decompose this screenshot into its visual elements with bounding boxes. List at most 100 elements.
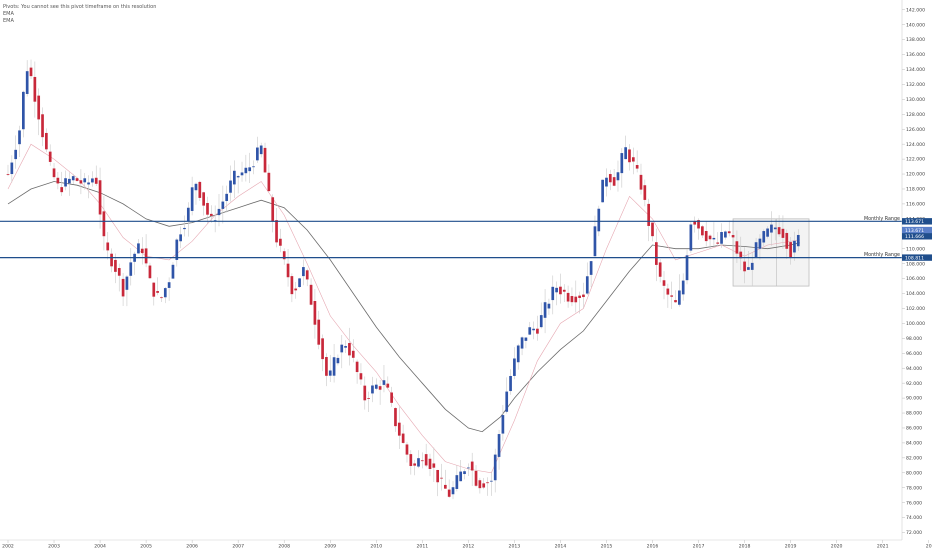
price-axis[interactable]: 142.000 140.000 138.000 136.000 134.000 132.0… xyxy=(901,0,925,540)
candle-body xyxy=(478,480,482,489)
time-tick-label: 2020 xyxy=(831,544,843,550)
candle-body xyxy=(781,228,785,238)
candle-body xyxy=(796,234,800,247)
candle-body xyxy=(325,357,328,376)
candle-body xyxy=(186,207,190,222)
time-tick-label: 2004 xyxy=(94,544,106,550)
candle-body xyxy=(620,153,624,174)
candle-body xyxy=(754,242,758,258)
candle-body xyxy=(443,484,447,489)
candle-body xyxy=(390,392,393,403)
candle-body xyxy=(601,179,604,203)
candle-body xyxy=(64,178,67,187)
candle-body xyxy=(678,290,681,305)
candle-body xyxy=(401,433,405,443)
candle-body xyxy=(117,268,121,276)
candle-body xyxy=(631,157,635,162)
candle-body xyxy=(405,444,409,455)
price-tag xyxy=(902,218,932,225)
candle-body xyxy=(413,463,416,466)
candle-body xyxy=(129,262,133,276)
candle-body xyxy=(160,297,163,299)
price-tick-label: 134.000 xyxy=(906,67,925,73)
price-tick-label: 100.000 xyxy=(906,321,925,327)
price-tick-label: 104.000 xyxy=(906,291,925,297)
ema-short-line xyxy=(7,143,800,474)
candle-body xyxy=(501,415,505,434)
candle-body xyxy=(674,300,677,303)
price-tag xyxy=(902,233,932,240)
price-tick-label: 76.000 xyxy=(906,500,922,506)
candle-body xyxy=(785,232,789,249)
candle-body xyxy=(263,147,267,173)
candle-body xyxy=(639,174,643,190)
candle-body xyxy=(551,286,555,301)
candle-body xyxy=(524,337,528,341)
time-tick-label: 2019 xyxy=(785,544,797,550)
candle-body xyxy=(52,168,56,178)
candle-body xyxy=(497,434,501,457)
candle-body xyxy=(539,315,543,328)
candle-body xyxy=(482,483,486,488)
candle-body xyxy=(190,187,194,211)
ema-legend-label-1[interactable]: EMA xyxy=(3,11,14,17)
ema-legend-label-2[interactable]: EMA xyxy=(3,18,14,24)
candle-body xyxy=(386,383,390,388)
candle-body xyxy=(731,235,735,238)
candle-body xyxy=(513,358,516,376)
candle-body xyxy=(137,243,140,254)
candle-body xyxy=(459,471,463,482)
candle-body xyxy=(378,386,382,390)
candle-body xyxy=(585,276,589,294)
candle-body xyxy=(616,172,620,181)
price-tick-label: 102.000 xyxy=(906,306,925,312)
candle-body xyxy=(71,176,75,181)
candle-body xyxy=(313,301,317,325)
price-tick-label: 126.000 xyxy=(906,127,925,133)
candle-body xyxy=(332,357,336,376)
candle-body xyxy=(701,226,704,236)
candle-body xyxy=(647,203,651,226)
candle-body xyxy=(240,172,244,176)
candle-body xyxy=(543,302,547,318)
candle-body xyxy=(777,227,781,235)
candle-body xyxy=(344,346,347,348)
price-tag xyxy=(902,226,932,234)
candle-body xyxy=(750,262,754,270)
candle-body xyxy=(643,185,647,200)
candle-body xyxy=(574,296,578,303)
candle-body xyxy=(628,149,631,163)
candle-body xyxy=(440,477,443,479)
candle-body xyxy=(140,248,144,254)
price-tick-label: 120.000 xyxy=(906,172,925,178)
candle-body xyxy=(48,151,52,162)
candle-body xyxy=(608,174,612,183)
candles-layer xyxy=(6,59,800,500)
candle-body xyxy=(171,264,175,279)
candle-body xyxy=(298,278,301,288)
candle-body xyxy=(225,193,229,202)
candle-body xyxy=(697,220,700,229)
time-tick-label: 2007 xyxy=(232,544,244,550)
price-tick-label: 106.000 xyxy=(906,276,925,282)
candle-body xyxy=(505,391,509,412)
candle-body xyxy=(578,295,581,298)
candle-body xyxy=(720,232,723,244)
price-tick-label: 124.000 xyxy=(906,142,925,148)
candle-body xyxy=(110,253,113,267)
candle-body xyxy=(747,267,750,270)
time-tick-label: 2017 xyxy=(693,544,705,550)
candle-body xyxy=(45,132,48,150)
candle-body xyxy=(536,328,539,334)
candle-body xyxy=(516,345,520,363)
candle-body xyxy=(144,248,148,264)
candle-body xyxy=(394,408,397,427)
time-axis[interactable]: 2002 2003 2004 2005 2006 2007 2008 2009 2010 2011… xyxy=(0,539,932,550)
candle-body xyxy=(14,149,18,160)
candle-body xyxy=(22,91,25,130)
candle-body xyxy=(29,67,33,77)
candle-body xyxy=(447,489,451,497)
candle-body xyxy=(75,178,79,181)
candle-body xyxy=(83,178,87,183)
